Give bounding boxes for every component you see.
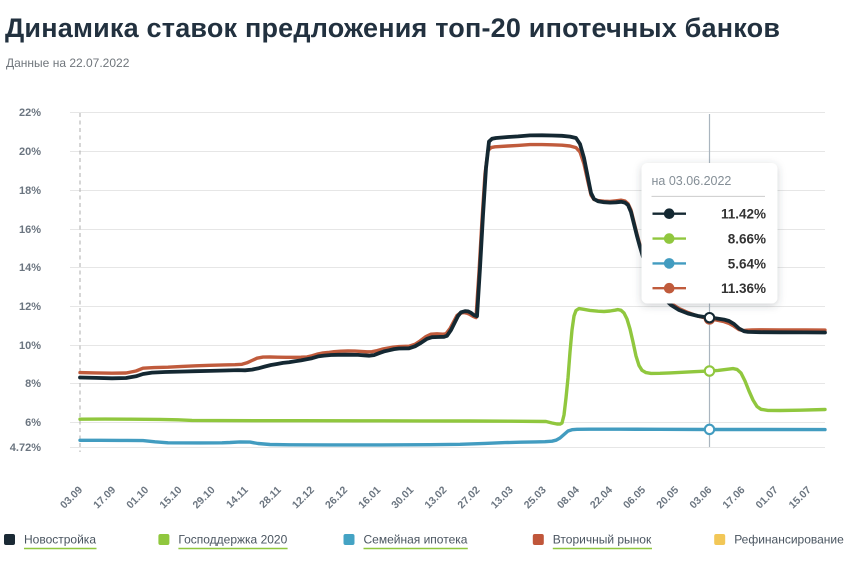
svg-text:10%: 10%: [19, 340, 41, 352]
svg-text:Новостройка: Новостройка: [24, 533, 96, 547]
svg-text:03.09: 03.09: [58, 484, 85, 511]
svg-text:Семейная ипотека: Семейная ипотека: [364, 533, 468, 547]
svg-text:30.01: 30.01: [389, 484, 416, 511]
svg-text:6%: 6%: [25, 417, 41, 429]
svg-text:22%: 22%: [19, 107, 41, 119]
svg-text:12.12: 12.12: [290, 484, 317, 511]
svg-text:25.03: 25.03: [522, 484, 549, 511]
svg-text:01.07: 01.07: [754, 484, 781, 511]
svg-text:17.09: 17.09: [91, 484, 118, 511]
svg-text:8.66%: 8.66%: [728, 232, 766, 247]
svg-text:12%: 12%: [19, 301, 41, 313]
svg-text:20%: 20%: [19, 146, 41, 158]
svg-text:4.72%: 4.72%: [10, 442, 41, 454]
svg-text:16%: 16%: [19, 224, 41, 236]
svg-text:11.42%: 11.42%: [721, 207, 766, 222]
svg-text:Рефинансирование: Рефинансирование: [734, 533, 844, 547]
svg-text:13.03: 13.03: [489, 484, 516, 511]
svg-text:08.04: 08.04: [555, 484, 582, 511]
svg-text:Вторичный рынок: Вторичный рынок: [553, 533, 652, 547]
svg-text:28.11: 28.11: [257, 484, 284, 511]
svg-text:14%: 14%: [19, 262, 41, 274]
svg-text:01.10: 01.10: [124, 484, 151, 511]
svg-text:22.04: 22.04: [588, 484, 615, 511]
svg-text:5.64%: 5.64%: [728, 256, 766, 271]
svg-text:11.36%: 11.36%: [721, 281, 766, 296]
svg-text:18%: 18%: [19, 185, 41, 197]
svg-text:14.11: 14.11: [224, 484, 251, 511]
svg-text:26.12: 26.12: [323, 484, 350, 511]
svg-text:27.02: 27.02: [455, 484, 482, 511]
svg-text:13.02: 13.02: [422, 484, 449, 511]
svg-text:15.07: 15.07: [787, 484, 814, 511]
svg-text:16.01: 16.01: [356, 484, 383, 511]
svg-text:06.05: 06.05: [621, 484, 648, 511]
svg-text:29.10: 29.10: [191, 484, 218, 511]
svg-text:8%: 8%: [25, 378, 41, 390]
svg-text:17.06: 17.06: [720, 484, 747, 511]
svg-text:Господдержка 2020: Господдержка 2020: [178, 533, 287, 547]
svg-text:на 03.06.2022: на 03.06.2022: [652, 174, 732, 188]
svg-text:03.06: 03.06: [687, 484, 714, 511]
svg-text:20.05: 20.05: [654, 484, 681, 511]
svg-text:15.10: 15.10: [157, 484, 184, 511]
